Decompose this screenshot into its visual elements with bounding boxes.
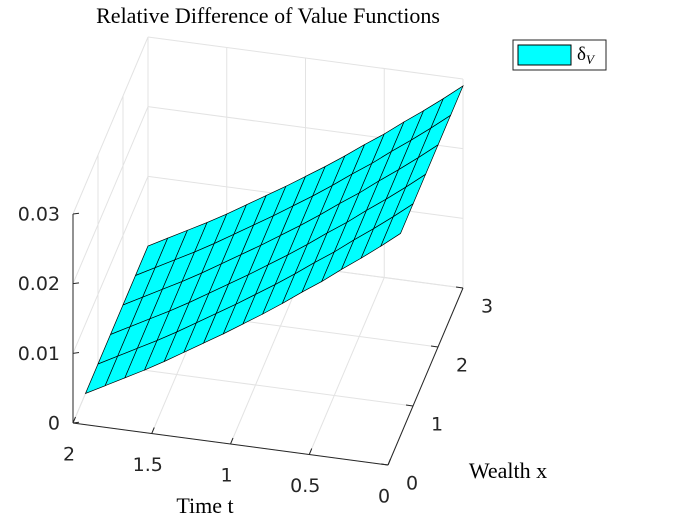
legend-label: δV bbox=[577, 44, 596, 67]
grid-line bbox=[72, 106, 149, 284]
z-tick-label: 0 bbox=[48, 413, 60, 435]
grid-line bbox=[72, 176, 149, 354]
legend-swatch bbox=[517, 44, 572, 66]
t-axis-label: Time t bbox=[176, 493, 233, 518]
surface-patch bbox=[380, 203, 414, 248]
t-tick-label: 0 bbox=[378, 486, 390, 508]
t-tick-label: 1.5 bbox=[133, 454, 163, 476]
x-axis bbox=[387, 287, 464, 466]
z-tick-label: 0.02 bbox=[18, 273, 60, 295]
grid-line bbox=[97, 363, 414, 407]
x-tick-label: 0 bbox=[406, 473, 418, 495]
grid-line bbox=[72, 36, 149, 215]
legend: δV bbox=[512, 39, 607, 71]
tick-mark bbox=[387, 458, 391, 466]
tick-mark bbox=[455, 286, 464, 289]
tick-mark bbox=[405, 404, 414, 407]
tick-mark bbox=[308, 448, 313, 455]
tick-mark bbox=[430, 345, 439, 348]
tick-mark bbox=[72, 421, 80, 424]
tick-mark bbox=[380, 463, 389, 466]
grid-line bbox=[308, 277, 385, 455]
x-tick-label: 2 bbox=[456, 355, 468, 377]
chart-title: Relative Difference of Value Functions bbox=[96, 3, 440, 28]
t-tick-label: 2 bbox=[63, 444, 75, 466]
tick-mark bbox=[72, 352, 80, 354]
z-tick-label: 0.03 bbox=[18, 204, 60, 226]
x-tick-label: 3 bbox=[481, 296, 493, 318]
t-tick-label: 0.5 bbox=[290, 475, 320, 497]
tick-mark bbox=[72, 416, 76, 424]
tick-mark bbox=[72, 282, 80, 285]
t-tick-label: 1 bbox=[220, 465, 232, 487]
z-tick-label: 0.01 bbox=[18, 343, 60, 365]
x-axis-label: Wealth x bbox=[469, 458, 547, 483]
tick-mark bbox=[72, 212, 80, 215]
tick-mark bbox=[151, 427, 155, 434]
tick-mark bbox=[230, 437, 234, 445]
x-tick-label: 1 bbox=[431, 414, 443, 436]
